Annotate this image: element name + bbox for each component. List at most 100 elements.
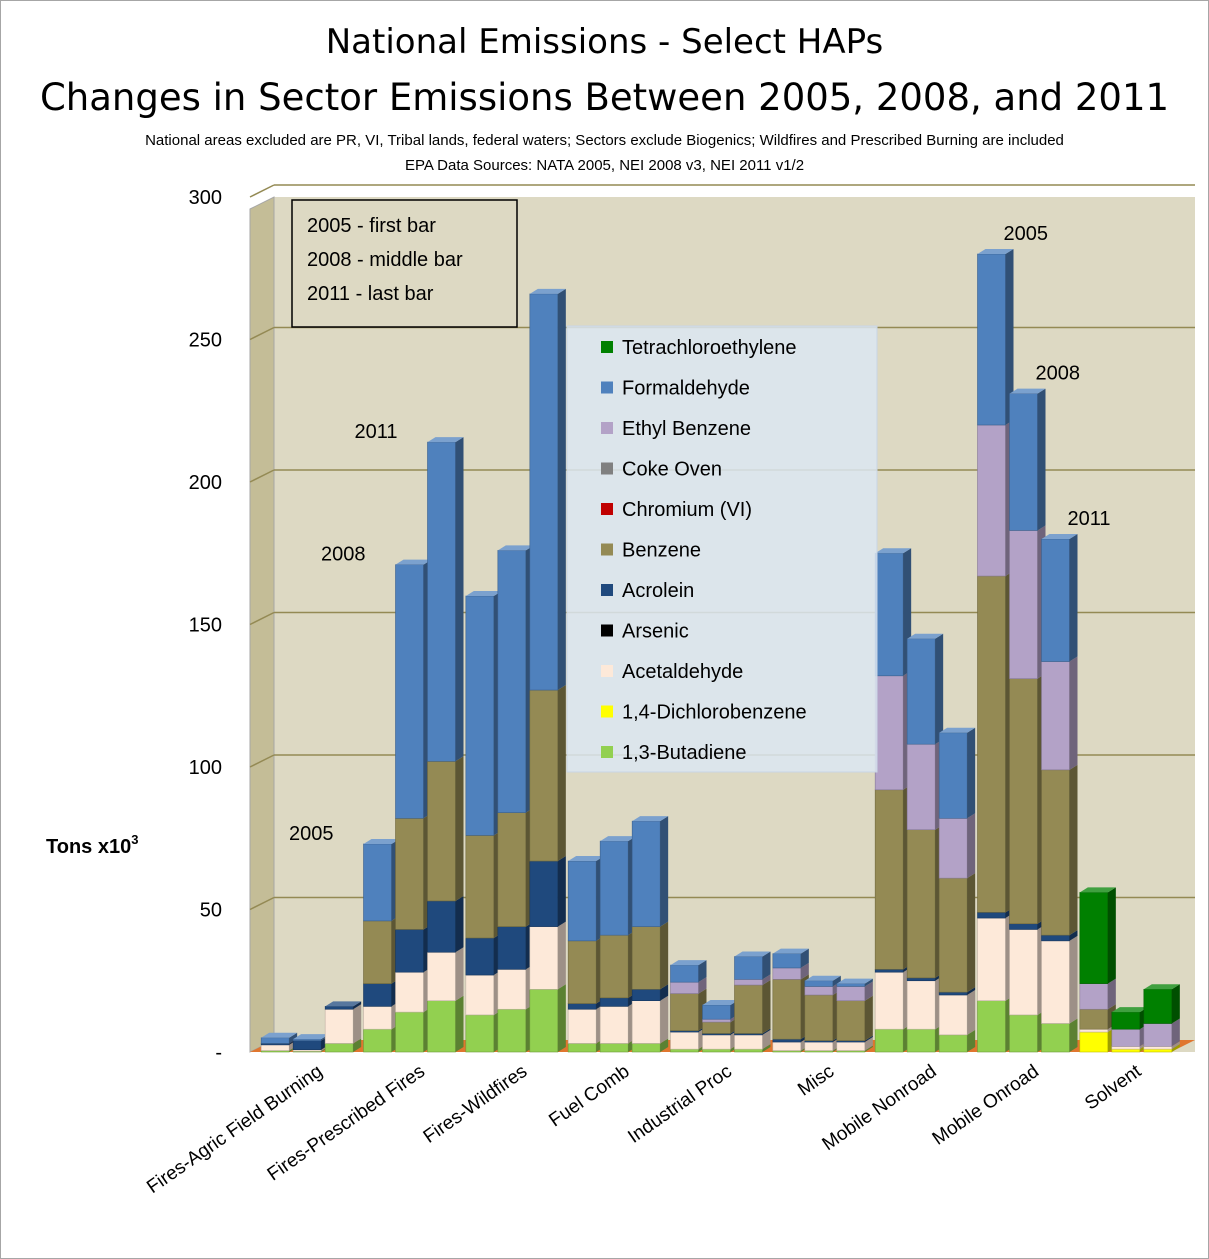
legend-box	[566, 325, 878, 773]
bar-mobile-nonroad-2005-formaldehyde	[874, 552, 904, 677]
bar-mobile-onroad-2011-1-3-butadiene-side	[1069, 1018, 1078, 1052]
bar-mobile-onroad-2011-ethyl-benzene	[1041, 661, 1070, 771]
bar-fires-wildfires-2005-formaldehyde	[465, 595, 495, 836]
bar-fuel-comb-2005-benzene	[567, 940, 597, 1004]
bar-misc-2011-1-3-butadiene-side	[864, 1045, 873, 1052]
chart-note-sources: EPA Data Sources: NATA 2005, NEI 2008 v3…	[404, 157, 805, 174]
side-wall	[249, 196, 275, 1053]
bar-top-solvent-2005	[1079, 887, 1116, 893]
year-annotations: 2005 2008 2011 2005 2008 2011	[289, 223, 1111, 845]
bar-fires-prescribed-fires-2008-formaldehyde	[395, 564, 424, 819]
bar-misc-2005-ethyl-benzene	[772, 967, 802, 980]
bar-misc-2011-benzene	[836, 1000, 866, 1041]
y-tick-label: -	[215, 1042, 222, 1064]
bar-mobile-nonroad-2008-formaldehyde-side	[935, 633, 944, 745]
bar-solvent-2008-ethyl-benzene	[1111, 1028, 1141, 1047]
bar-fires-prescribed-fires-2011-1-3-butadiene-side	[455, 995, 464, 1052]
bar-fires-wildfires-2005-acetaldehyde	[465, 974, 495, 1016]
bar-industrial-proc-2005-ethyl-benzene-side	[698, 977, 707, 994]
bar-mobile-nonroad-2011-ethyl-benzene-side	[967, 813, 976, 879]
bar-fires-agric-field-burning-2008-formaldehyde	[292, 1038, 322, 1041]
bar-mobile-onroad-2008-formaldehyde	[1009, 393, 1038, 531]
bar-mobile-onroad-2008-formaldehyde-side	[1037, 388, 1046, 531]
bar-fuel-comb-2011-acetaldehyde	[631, 1000, 661, 1044]
bar-fires-wildfires-2011-1-3-butadiene-side	[557, 984, 566, 1052]
bar-top-fires-agric-field-burning-2011	[325, 1001, 362, 1007]
bar-mobile-nonroad-2011-benzene-side	[967, 873, 976, 993]
x-tick-label-fires-agric-field-burning: Fires-Agric Field Burning	[143, 1061, 326, 1198]
legend-swatch-tetrachloroethylene	[601, 341, 613, 353]
bar-fires-wildfires-2008-benzene	[497, 812, 527, 927]
bar-fuel-comb-2011-formaldehyde	[631, 820, 661, 927]
bar-misc-2005-acrolein	[772, 1038, 802, 1043]
bar-mobile-nonroad-2011-ethyl-benzene	[938, 817, 968, 879]
bar-fires-prescribed-fires-2011-formaldehyde	[427, 441, 456, 762]
bar-mobile-nonroad-2005-acrolein	[874, 969, 904, 973]
annotation-fires-prescribed-fires-2005: 2005	[289, 823, 334, 845]
bar-fires-agric-field-burning-2008-acrolein	[292, 1040, 322, 1051]
bar-industrial-proc-2005-acetaldehyde	[670, 1031, 699, 1050]
bar-fires-wildfires-2005-acrolein	[465, 937, 495, 976]
x-tick-label-solvent: Solvent	[1081, 1060, 1146, 1114]
bar-solvent-2005-ethyl-benzene-side	[1107, 978, 1116, 1010]
bar-fuel-comb-2011-1-3-butadiene-side	[660, 1038, 669, 1052]
bar-mobile-onroad-2011-formaldehyde	[1041, 538, 1070, 662]
bar-fires-prescribed-fires-2008-acetaldehyde	[395, 971, 424, 1013]
bar-top-fires-agric-field-burning-2008	[293, 1034, 330, 1040]
bar-mobile-nonroad-2011-acrolein	[938, 991, 968, 996]
bar-top-fires-prescribed-fires-2008	[395, 559, 432, 565]
legend-label-arsenic: Arsenic	[622, 621, 689, 643]
bar-mobile-onroad-2005-benzene	[977, 575, 1006, 913]
bar-top-fires-agric-field-burning-2005	[261, 1032, 298, 1038]
bar-fires-wildfires-2008-1-3-butadiene	[497, 1008, 527, 1053]
x-tick-label-fuel-comb: Fuel Comb	[545, 1061, 633, 1132]
y-tick-label: 50	[200, 900, 222, 922]
bar-fires-prescribed-fires-2005-formaldehyde	[363, 843, 392, 922]
bar-mobile-nonroad-2011-formaldehyde-side	[967, 727, 976, 819]
bar-top-mobile-onroad-2011	[1041, 534, 1078, 539]
bar-fuel-comb-2008-benzene	[599, 934, 629, 999]
gridline-side	[249, 611, 275, 626]
bar-solvent-2008-tetrachloroethylene	[1111, 1011, 1141, 1030]
bar-industrial-proc-2008-acetaldehyde	[702, 1034, 731, 1050]
bar-top-mobile-onroad-2008	[1009, 388, 1046, 394]
bar-fires-wildfires-2011-formaldehyde-side	[557, 288, 566, 691]
bar-industrial-proc-2005-formaldehyde	[670, 964, 699, 983]
annotation-fires-prescribed-fires-2011: 2011	[354, 421, 397, 443]
x-axis-labels: Fires-Agric Field BurningFires-Prescribe…	[143, 1060, 1146, 1198]
bar-solvent-2011-1-4-dichlorobenzene	[1143, 1048, 1173, 1053]
bar-mobile-onroad-2008-acrolein	[1009, 923, 1038, 930]
annotation-mobile-onroad-2005: 2005	[1004, 223, 1049, 245]
legend-swatch-benzene	[601, 543, 613, 556]
bar-mobile-onroad-2005-ethyl-benzene	[977, 424, 1006, 577]
bar-fires-prescribed-fires-2011-1-3-butadiene	[427, 1000, 456, 1053]
bar-mobile-nonroad-2005-benzene	[874, 789, 904, 970]
bar-fires-wildfires-2011-1-3-butadiene	[529, 988, 559, 1053]
bar-fires-wildfires-2011-formaldehyde	[529, 293, 559, 691]
y-tick-label: 250	[189, 330, 222, 352]
bar-fires-prescribed-fires-2005-benzene	[363, 920, 392, 984]
bar-solvent-2011-acetaldehyde-side	[1171, 1041, 1180, 1050]
bar-solvent-2008-acetaldehyde	[1111, 1046, 1141, 1050]
x-tick-label-misc: Misc	[794, 1061, 838, 1101]
legend-label-ethyl-benzene: Ethyl Benzene	[622, 418, 751, 440]
bar-fires-agric-field-burning-2011-acrolein-side	[353, 1001, 362, 1010]
bar-fuel-comb-2011-1-3-butadiene	[631, 1043, 661, 1053]
gridline-side	[249, 326, 275, 341]
bar-industrial-proc-2005-benzene	[670, 993, 699, 1031]
bar-fires-wildfires-2005-benzene	[465, 835, 495, 939]
bar-mobile-onroad-2005-formaldehyde	[977, 253, 1006, 426]
year-key-frame	[291, 199, 518, 328]
bar-top-misc-2011	[836, 978, 873, 984]
bar-industrial-proc-2011-acrolein-side	[762, 1028, 771, 1035]
bar-industrial-proc-2011-formaldehyde	[734, 956, 763, 980]
bar-misc-2011-ethyl-benzene	[836, 986, 866, 1002]
legend-label-1-4-dichlorobenzene: 1,4-Dichlorobenzene	[622, 702, 807, 724]
y-axis-ticks: - 50 100 150 200 250 300	[189, 187, 222, 1064]
bar-mobile-nonroad-2011-formaldehyde	[938, 732, 968, 819]
bar-mobile-nonroad-2011-1-3-butadiene	[938, 1034, 968, 1053]
bar-solvent-2005-acetaldehyde	[1079, 1028, 1109, 1033]
bar-solvent-2011-acetaldehyde	[1143, 1046, 1173, 1050]
bar-fuel-comb-2011-benzene	[631, 926, 661, 990]
bar-fires-prescribed-fires-2011-benzene-side	[455, 756, 464, 901]
